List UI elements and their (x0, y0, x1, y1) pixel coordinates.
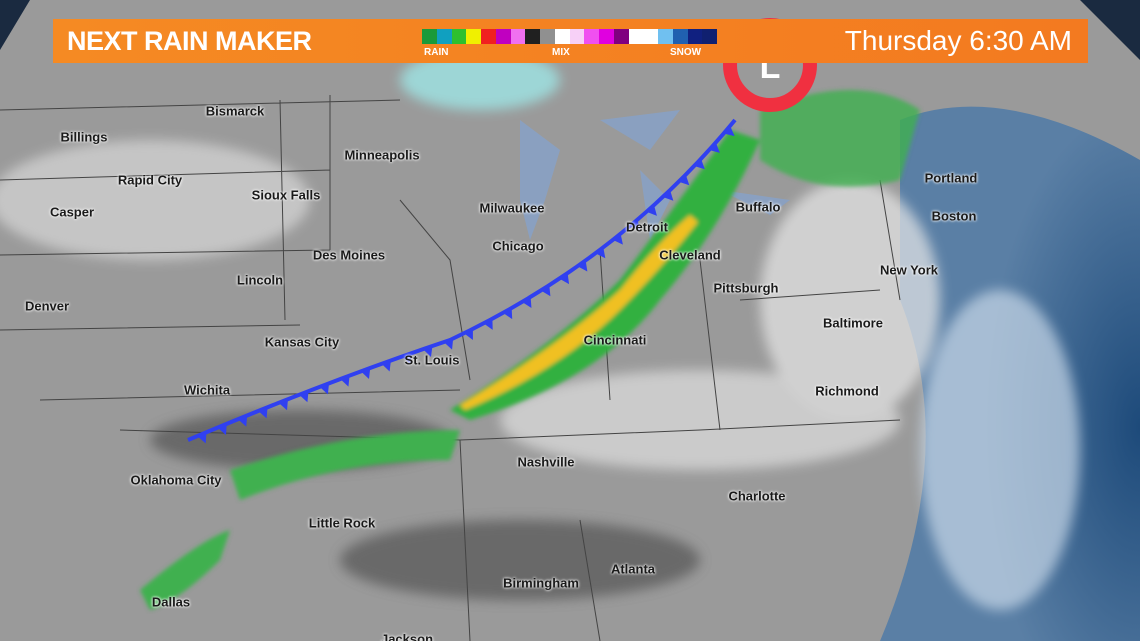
front-triangle (502, 307, 513, 320)
legend-swatch (672, 29, 688, 44)
cold-front-triangles (197, 125, 735, 444)
city-label: Wichita (183, 382, 231, 398)
legend-swatch (540, 29, 555, 44)
city-label: Milwaukee (479, 200, 545, 216)
title: NEXT RAIN MAKER (67, 25, 312, 56)
city-label: New York (879, 262, 939, 278)
front-triangle (709, 142, 720, 153)
front-triangle (360, 367, 371, 380)
front-triangle (577, 260, 588, 272)
front-triangle (258, 407, 268, 419)
city-label: Cincinnati (583, 332, 647, 348)
front-triangle (423, 345, 433, 357)
city-label: Portland (924, 170, 978, 186)
front-triangle (443, 338, 454, 350)
front-triangle (612, 233, 623, 245)
legend-swatch (702, 29, 717, 44)
legend-swatch (643, 29, 658, 44)
front-triangle (381, 360, 391, 372)
city-label: Atlanta (610, 561, 656, 577)
city-label: Bismarck (205, 103, 265, 119)
legend-swatch (628, 29, 644, 44)
legend-swatch (510, 29, 526, 44)
legend-swatch (554, 29, 570, 44)
legend-swatch (495, 29, 511, 44)
city-label: Dallas (151, 594, 191, 610)
front-triangle (299, 391, 309, 403)
legend-swatch (436, 29, 452, 44)
city-label: Oklahoma City (130, 472, 222, 488)
city-label: Charlotte (728, 488, 786, 504)
city-label: Minneapolis (344, 147, 420, 163)
legend-swatch (658, 29, 673, 44)
legend-swatch (613, 29, 629, 44)
city-label: Baltimore (823, 315, 883, 331)
front-triangle (237, 415, 248, 427)
city-label: Chicago (492, 238, 544, 254)
legend-swatch (569, 29, 585, 44)
front-triangle (402, 353, 412, 365)
header-bar: NEXT RAIN MAKER RAIN MIX SNOW Thursday 6… (53, 19, 1088, 63)
city-label: Billings (60, 129, 108, 145)
legend-swatch (481, 29, 496, 44)
front-triangle (217, 423, 227, 435)
legend-swatch (422, 29, 437, 44)
forecast-time: Thursday 6:30 AM (844, 25, 1072, 56)
front-triangle (540, 285, 551, 297)
city-label: Kansas City (264, 334, 340, 350)
city-label: Richmond (815, 383, 879, 399)
legend-mix: MIX (552, 47, 570, 58)
front-triangle (483, 318, 493, 330)
city-label: Sioux Falls (251, 187, 321, 203)
legend-swatch (451, 29, 467, 44)
legend-scale (422, 29, 717, 44)
city-label: Lincoln (236, 272, 284, 288)
front-triangle (340, 375, 350, 387)
front-triangle (694, 158, 705, 170)
legend-swatch (599, 29, 614, 44)
city-label: Boston (931, 208, 977, 224)
city-label: Little Rock (308, 515, 376, 531)
city-label: Casper (49, 204, 95, 220)
legend-swatch (525, 29, 540, 44)
front-triangle (319, 383, 330, 395)
legend-swatch (687, 29, 703, 44)
legend-rain: RAIN (424, 47, 449, 58)
legend-swatch (466, 29, 481, 44)
front-triangle (522, 296, 532, 308)
front-triangle (629, 219, 641, 231)
front-triangle (463, 328, 473, 340)
front-triangle (646, 205, 657, 216)
front-triangle (278, 399, 288, 411)
city-label: Nashville (517, 454, 575, 470)
city-label: Rapid City (117, 172, 183, 188)
front-triangle (595, 247, 606, 259)
city-label: Cleveland (659, 247, 721, 263)
city-label: Pittsburgh (713, 280, 779, 296)
city-label: Jackson (380, 631, 434, 641)
state-borders (0, 95, 901, 641)
legend-snow: SNOW (670, 47, 702, 58)
city-label: Birmingham (503, 575, 579, 591)
city-label: Detroit (626, 219, 668, 235)
front-triangle (559, 273, 570, 285)
legend-swatch (584, 29, 599, 44)
front-triangle (662, 190, 674, 201)
front-triangle (723, 125, 735, 137)
precip-legend: RAIN MIX SNOW (422, 21, 717, 61)
city-label: Denver (24, 298, 70, 314)
rain-bands (140, 90, 920, 610)
front-triangle (197, 432, 207, 444)
city-label: Buffalo (735, 199, 781, 215)
city-label: Des Moines (312, 247, 386, 263)
front-triangle (678, 174, 690, 186)
city-label: St. Louis (404, 352, 460, 368)
